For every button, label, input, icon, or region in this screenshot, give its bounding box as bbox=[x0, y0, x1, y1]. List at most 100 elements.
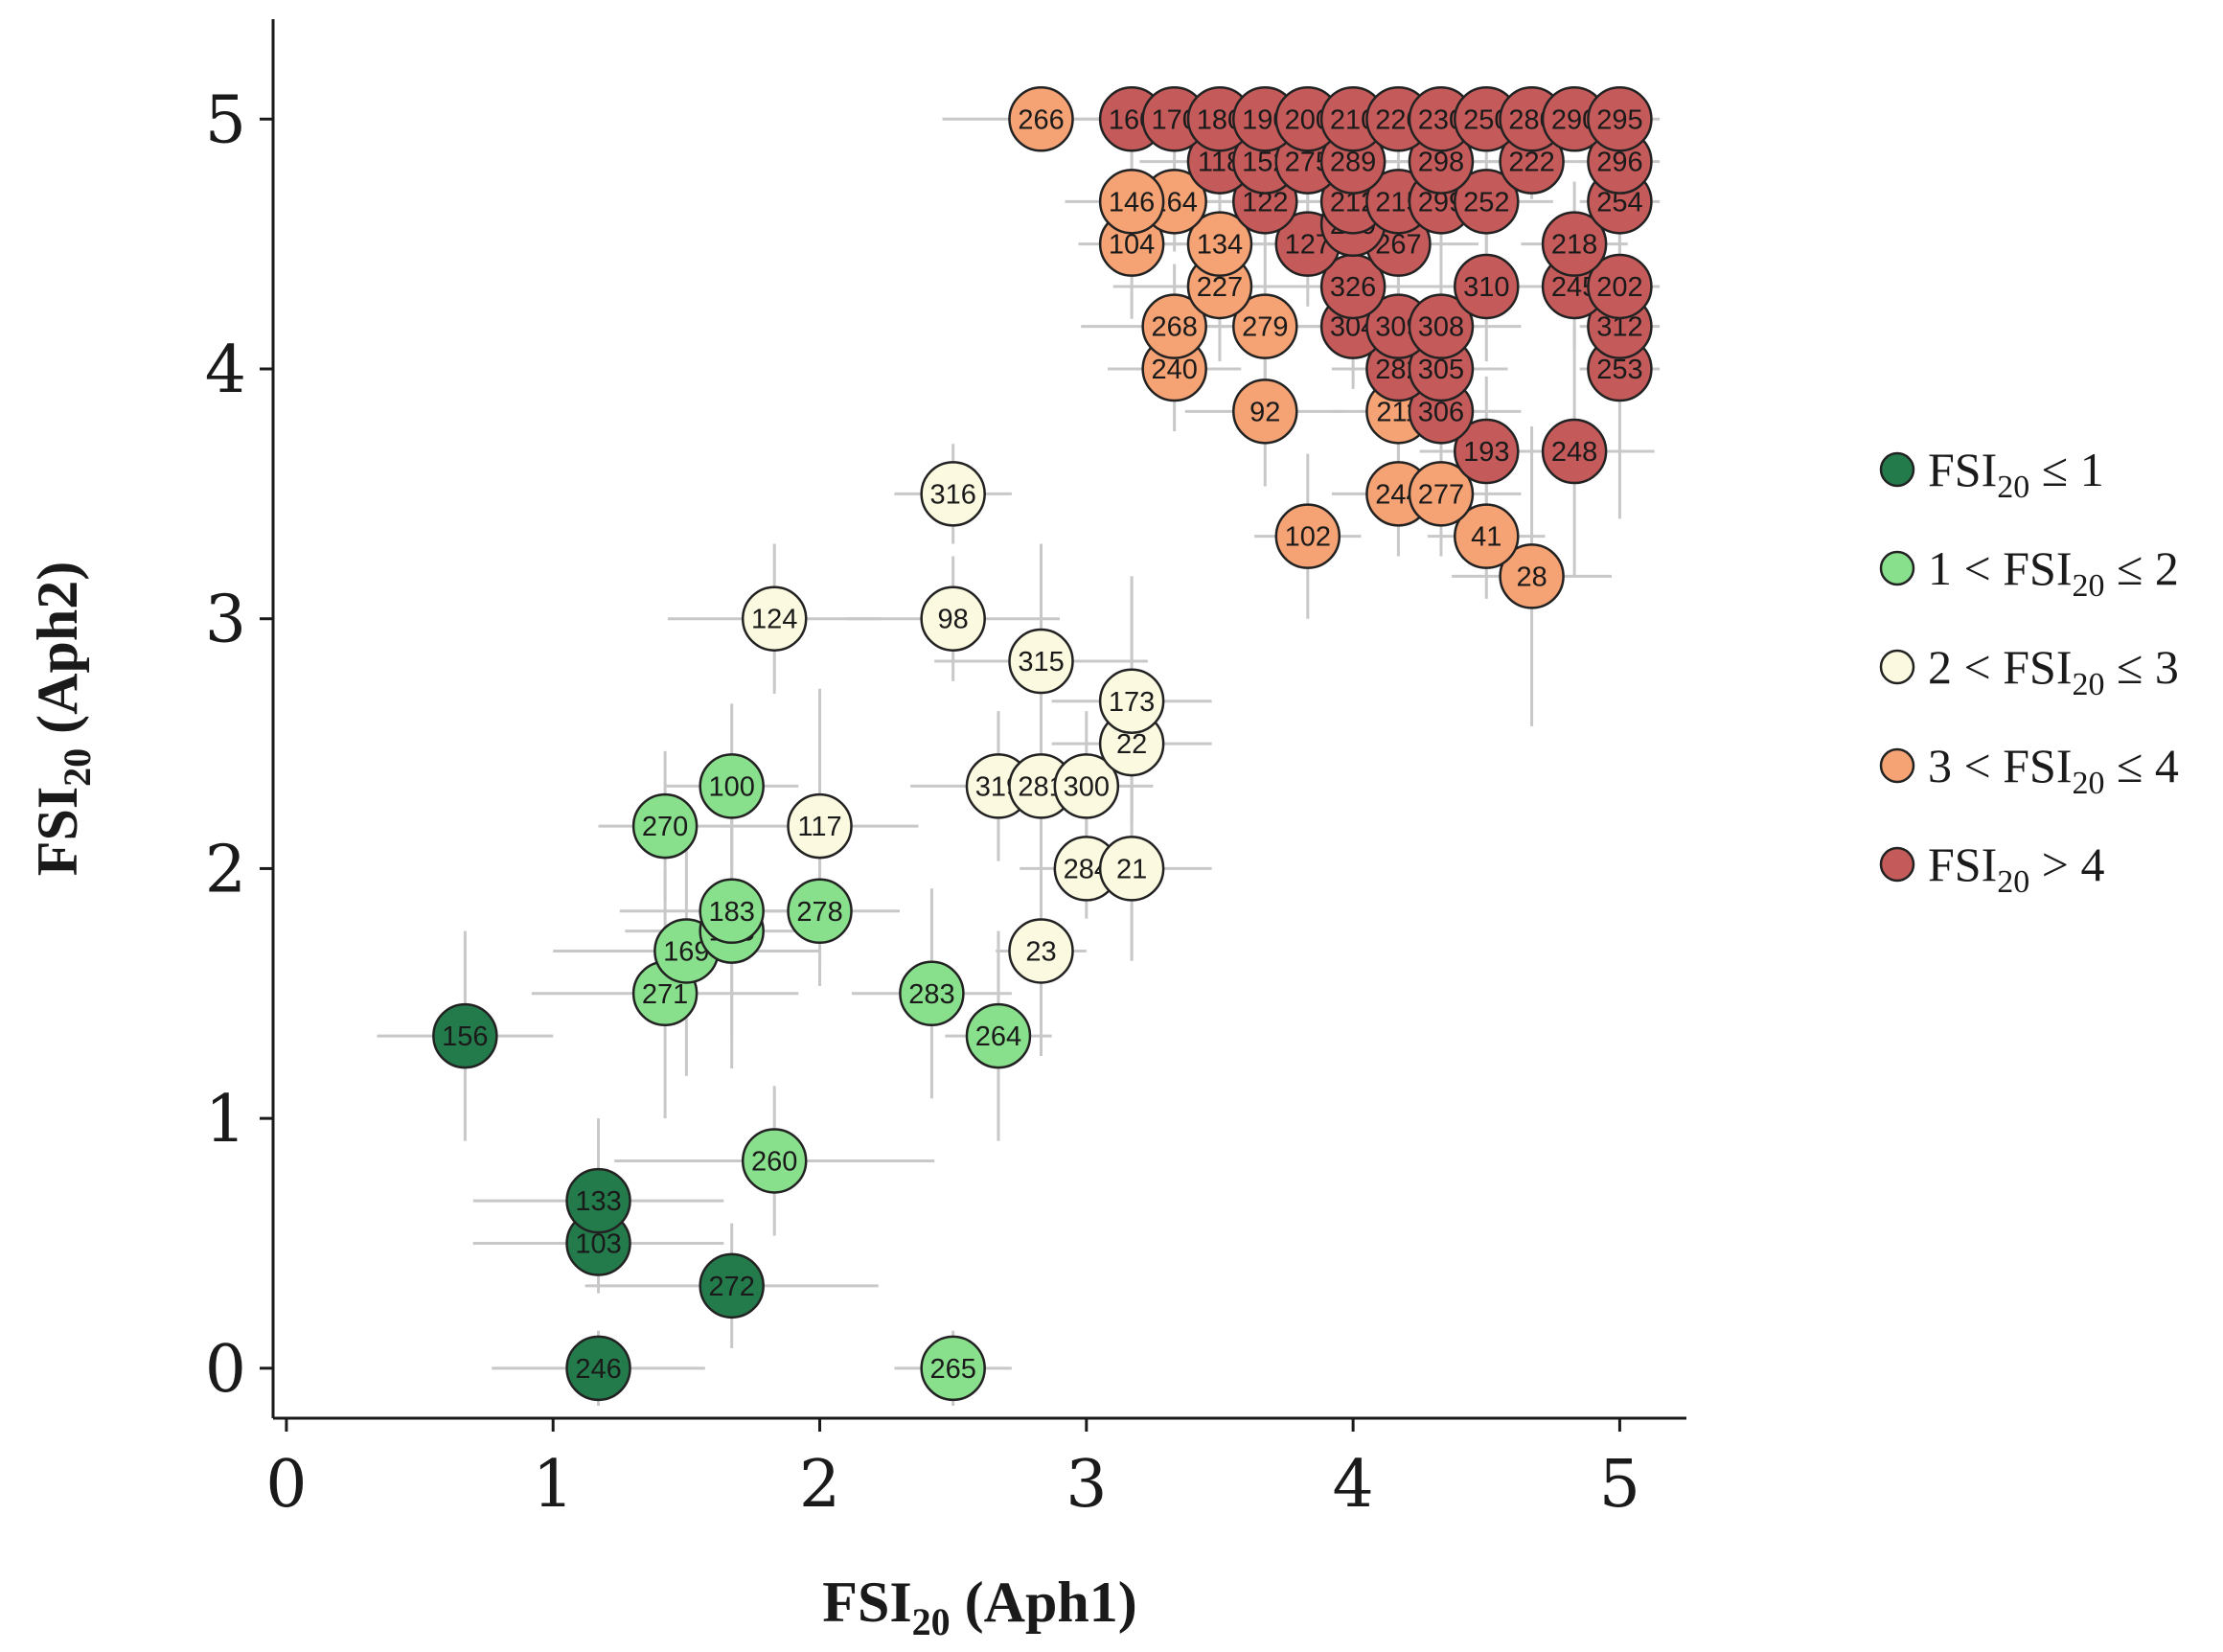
point-marker bbox=[1454, 503, 1520, 569]
point-label: 296 bbox=[1596, 148, 1642, 178]
data-point-272: 272 bbox=[699, 1252, 765, 1319]
point-marker bbox=[1098, 169, 1165, 235]
point-marker bbox=[1454, 253, 1520, 320]
point-label: 28 bbox=[1516, 562, 1547, 592]
data-point-266: 266 bbox=[1008, 86, 1074, 152]
legend-label: 2 < FSI20 ≤ 3 bbox=[1928, 640, 2179, 702]
point-label: 222 bbox=[1508, 148, 1554, 178]
point-label: 124 bbox=[751, 605, 797, 635]
legend-item-5: FSI20 > 4 bbox=[1879, 837, 2104, 900]
point-label: 278 bbox=[796, 897, 842, 928]
data-point-310: 310 bbox=[1454, 253, 1520, 320]
point-label: 283 bbox=[908, 979, 954, 1010]
data-point-300: 300 bbox=[1053, 753, 1120, 819]
legend-swatch bbox=[1879, 747, 1915, 784]
point-label: 266 bbox=[1018, 104, 1064, 135]
data-point-102: 102 bbox=[1274, 503, 1341, 569]
point-marker bbox=[1098, 836, 1165, 902]
data-point-41: 41 bbox=[1454, 503, 1520, 569]
data-point-173: 173 bbox=[1098, 668, 1165, 734]
y-tick-label: 5 bbox=[205, 82, 246, 158]
data-point-156: 156 bbox=[432, 1002, 498, 1069]
data-point-202: 202 bbox=[1587, 253, 1653, 320]
data-point-134: 134 bbox=[1186, 211, 1253, 277]
y-tick-label: 2 bbox=[205, 832, 246, 907]
x-tick-label: 3 bbox=[1066, 1447, 1107, 1523]
point-marker bbox=[631, 792, 699, 860]
data-point-124: 124 bbox=[741, 585, 808, 652]
point-label: 310 bbox=[1463, 272, 1509, 303]
point-label: 264 bbox=[975, 1021, 1021, 1052]
data-point-248: 248 bbox=[1541, 418, 1608, 485]
x-tick-label: 2 bbox=[799, 1447, 840, 1523]
data-point-246: 246 bbox=[565, 1335, 631, 1402]
point-label: 316 bbox=[929, 479, 975, 510]
point-marker bbox=[1053, 753, 1120, 819]
data-point-279: 279 bbox=[1232, 293, 1298, 359]
point-label: 22 bbox=[1116, 729, 1147, 760]
point-label: 265 bbox=[929, 1354, 975, 1385]
data-point-326: 326 bbox=[1319, 253, 1387, 320]
point-marker bbox=[787, 792, 853, 860]
data-point-265: 265 bbox=[920, 1335, 986, 1402]
point-label: 103 bbox=[575, 1229, 621, 1260]
data-point-270: 270 bbox=[631, 792, 699, 860]
point-label: 183 bbox=[708, 897, 754, 928]
data-point-316: 316 bbox=[920, 461, 986, 527]
data-point-146: 146 bbox=[1098, 169, 1165, 235]
point-label: 277 bbox=[1418, 479, 1464, 510]
data-point-193: 193 bbox=[1454, 418, 1520, 485]
point-marker bbox=[1454, 169, 1520, 235]
point-label: 260 bbox=[751, 1146, 797, 1177]
point-label: 193 bbox=[1463, 437, 1509, 468]
point-marker bbox=[899, 960, 965, 1027]
point-label: 240 bbox=[1151, 355, 1197, 385]
x-tick-label: 0 bbox=[265, 1447, 307, 1523]
data-point-98: 98 bbox=[920, 585, 986, 652]
point-label: 134 bbox=[1197, 230, 1243, 261]
point-marker bbox=[699, 1252, 765, 1319]
point-marker bbox=[965, 1002, 1032, 1069]
point-label: 133 bbox=[575, 1186, 621, 1217]
x-tick-label: 1 bbox=[533, 1447, 574, 1523]
point-marker bbox=[1008, 628, 1074, 695]
point-marker bbox=[1541, 418, 1608, 485]
point-label: 272 bbox=[708, 1272, 754, 1302]
point-label: 92 bbox=[1249, 397, 1280, 427]
data-point-277: 277 bbox=[1408, 461, 1475, 527]
point-marker bbox=[1232, 379, 1298, 445]
point-marker bbox=[1587, 86, 1653, 152]
point-label: 253 bbox=[1596, 355, 1642, 385]
legend-swatch bbox=[1879, 649, 1915, 685]
point-label: 102 bbox=[1285, 522, 1331, 553]
point-marker bbox=[432, 1002, 498, 1069]
point-marker bbox=[787, 878, 853, 944]
y-axis-title: FSI20 (Aph2) bbox=[26, 562, 99, 876]
point-marker bbox=[1186, 211, 1253, 277]
point-marker bbox=[699, 753, 765, 819]
data-point-260: 260 bbox=[741, 1128, 808, 1194]
point-label: 156 bbox=[442, 1021, 488, 1052]
point-label: 146 bbox=[1109, 187, 1155, 218]
point-marker bbox=[920, 585, 986, 652]
point-marker bbox=[1008, 918, 1074, 984]
point-label: 41 bbox=[1471, 522, 1501, 553]
point-marker bbox=[741, 585, 808, 652]
legend: FSI20 ≤ 1 1 < FSI20 ≤ 2 2 < FSI20 ≤ 3 3 < F… bbox=[1879, 443, 2179, 900]
legend-label: 3 < FSI20 ≤ 4 bbox=[1928, 739, 2179, 801]
data-point-133: 133 bbox=[565, 1167, 631, 1234]
legend-item-4: 3 < FSI20 ≤ 4 bbox=[1879, 739, 2179, 801]
data-point-308: 308 bbox=[1408, 293, 1475, 359]
data-point-315: 315 bbox=[1008, 628, 1074, 695]
point-label: 268 bbox=[1151, 312, 1197, 343]
y-tick-label: 3 bbox=[205, 583, 246, 658]
point-label: 252 bbox=[1463, 187, 1509, 218]
point-label: 173 bbox=[1109, 687, 1155, 718]
legend-swatch bbox=[1879, 846, 1915, 883]
legend-label: FSI20 ≤ 1 bbox=[1928, 443, 2104, 505]
point-marker bbox=[1274, 503, 1341, 569]
point-label: 326 bbox=[1330, 272, 1376, 303]
point-label: 248 bbox=[1551, 437, 1597, 468]
legend-swatch bbox=[1879, 550, 1915, 586]
